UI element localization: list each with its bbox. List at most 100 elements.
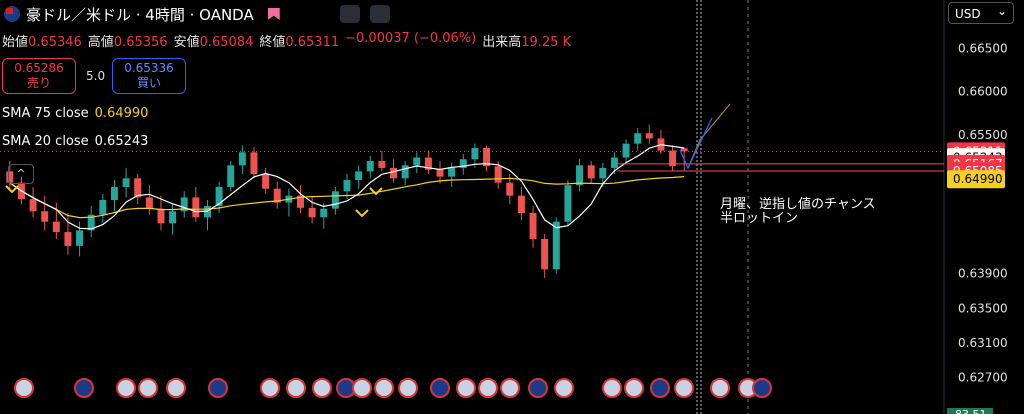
- candle-body: [517, 195, 525, 213]
- header-close-button[interactable]: [370, 5, 390, 23]
- y-tick-label: 0.63500: [958, 301, 1008, 315]
- signal-marker-icon: [5, 185, 19, 194]
- annotation-line-2: 半ロットイン: [720, 211, 799, 226]
- candle-body: [99, 200, 107, 215]
- candle-body: [6, 171, 14, 183]
- spread-value: 5.0: [86, 69, 106, 83]
- candle-body: [366, 161, 374, 172]
- chart-annotation: 月曜、逆指し値のチャンス 半ロットイン: [720, 198, 876, 226]
- candle-body: [122, 178, 130, 187]
- candle-body: [64, 232, 72, 246]
- buy-label: 買い: [136, 76, 161, 90]
- economic-event-flag-icon: [624, 378, 644, 398]
- y-tick-label: 0.63100: [958, 336, 1008, 350]
- economic-event-flag-icon: [312, 378, 332, 398]
- candle-body: [343, 180, 351, 192]
- chart-title: 豪ドル／米ドル · 4時間 · OANDA: [26, 5, 254, 24]
- candle-body: [308, 207, 316, 218]
- bookmark-icon[interactable]: [267, 8, 280, 20]
- close-label: 終値: [259, 35, 286, 50]
- candle-body: [238, 152, 246, 166]
- y-tick-label: 0.66000: [958, 85, 1008, 99]
- candle-body: [564, 185, 572, 222]
- sma75-value: 0.64990: [94, 106, 149, 121]
- sma20-line: [9, 144, 685, 230]
- candle-body: [645, 133, 653, 139]
- sell-button[interactable]: 0.65286 売り: [2, 58, 76, 94]
- candle-body: [494, 166, 502, 183]
- sell-label: 売り: [26, 76, 51, 90]
- economic-event-flag-icon: [710, 378, 730, 398]
- candle-body: [52, 221, 60, 233]
- candle-body: [587, 165, 595, 179]
- candle-body: [169, 211, 177, 224]
- high-label: 高値: [87, 35, 114, 50]
- currency-select[interactable]: USD: [948, 0, 1014, 24]
- candle-body: [529, 213, 537, 239]
- annotation-line-1: 月曜、逆指し値のチャンス: [720, 197, 876, 212]
- candle-body: [87, 214, 95, 231]
- economic-event-flag-icon: [752, 378, 772, 398]
- candle-body: [110, 187, 118, 200]
- economic-event-flag-icon: [500, 378, 520, 398]
- candle-body: [41, 211, 49, 222]
- candle-body: [157, 208, 165, 224]
- economic-event-flag-icon: [528, 378, 548, 398]
- economic-event-flag-icon: [116, 378, 136, 398]
- candle-body: [424, 157, 432, 170]
- open-label: 始値: [2, 35, 29, 50]
- candle-body: [413, 157, 421, 166]
- buy-button[interactable]: 0.65336 買い: [112, 58, 186, 94]
- candle-body: [29, 199, 37, 212]
- sma20-value: 0.65243: [94, 134, 149, 149]
- y-tick-label: 0.63900: [958, 267, 1008, 281]
- economic-event-flag-icon: [478, 378, 498, 398]
- y-tick-label: 0.62700: [958, 371, 1008, 385]
- candle-body: [436, 169, 444, 177]
- volume-label: 出来高: [482, 35, 522, 50]
- economic-event-flag-icon: [208, 378, 228, 398]
- collapse-legend-button[interactable]: ^: [8, 164, 34, 184]
- economic-event-flag-icon: [286, 378, 306, 398]
- open-value: 0.65346: [28, 35, 82, 50]
- signal-marker-icon: [355, 209, 369, 218]
- candle-body: [401, 165, 409, 179]
- candle-body: [552, 221, 560, 270]
- high-value: 0.65356: [113, 35, 168, 50]
- economic-event-flag-icon: [602, 378, 622, 398]
- economic-event-flag-icon: [352, 378, 372, 398]
- candle-body: [471, 148, 479, 160]
- sell-price: 0.65286: [14, 61, 64, 75]
- header-menu-button[interactable]: [340, 5, 360, 23]
- price-label: 0.64990: [953, 172, 1003, 186]
- economic-event-flag-icon: [260, 378, 280, 398]
- candle-body: [215, 187, 223, 207]
- candle-body: [192, 197, 200, 218]
- economic-event-flag-icon: [14, 378, 34, 398]
- candle-body: [145, 197, 153, 209]
- candle-body: [250, 152, 258, 174]
- indicator-sma75[interactable]: SMA 75 close 0.64990: [2, 106, 148, 121]
- sma75-line: [9, 176, 685, 219]
- low-value: 0.65084: [199, 35, 254, 50]
- candle-body: [297, 195, 304, 208]
- candle-body: [180, 197, 188, 212]
- economic-event-flag-icon: [456, 378, 476, 398]
- indicator-sma20[interactable]: SMA 20 close 0.65243: [2, 134, 148, 149]
- close-value: 0.65311: [285, 35, 340, 50]
- sma75-name: SMA 75 close: [2, 106, 89, 121]
- candle-body: [669, 150, 677, 167]
- candle-body: [320, 208, 328, 218]
- candle-body: [622, 143, 630, 158]
- signal-marker-icon: [369, 187, 383, 196]
- ohlc-readout: 始値0.65346 高値0.65356 安値0.65084 終値0.65311 …: [2, 31, 571, 50]
- candle-body: [76, 230, 84, 246]
- economic-event-flag-icon: [138, 378, 158, 398]
- candle-body: [599, 167, 607, 179]
- economic-event-flag-icon: [374, 378, 394, 398]
- economic-event-flag-icon: [430, 378, 450, 398]
- economic-event-flag-icon: [74, 378, 94, 398]
- economic-event-flag-icon: [554, 378, 574, 398]
- y-tick-label: 0.66500: [958, 41, 1008, 55]
